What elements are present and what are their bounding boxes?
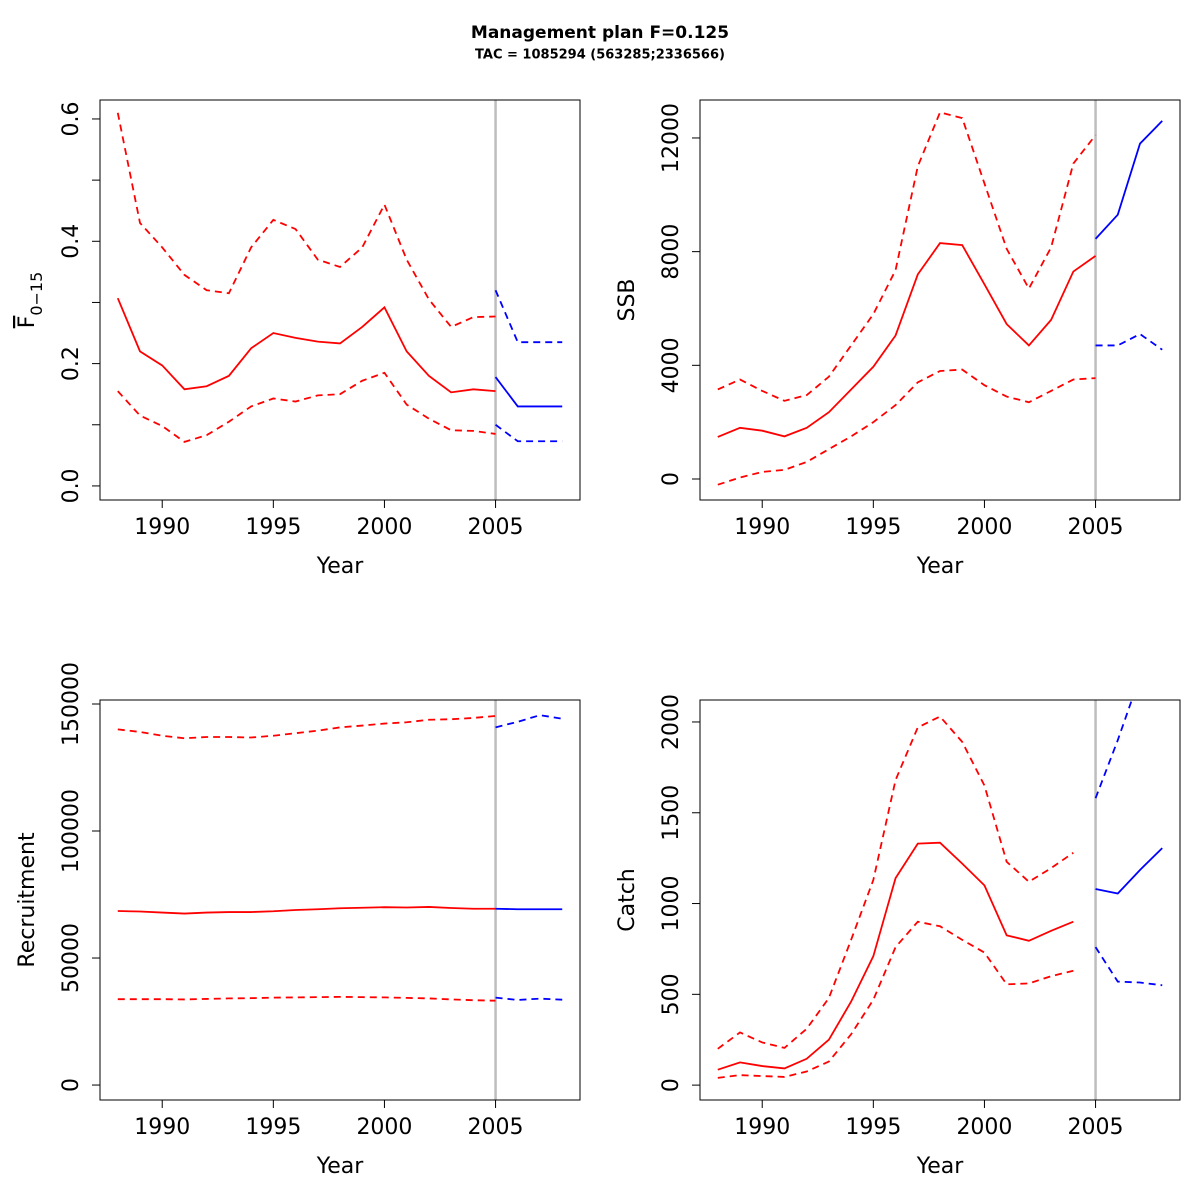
x-axis-label: Year [916,554,965,579]
x-tick-label: 1995 [245,515,301,540]
y-axis-label-main: F [15,316,40,329]
panel: 1990 1995 2000 2005 0.0 0.2 0.4 0.6 Year F0−15 [15,99,581,579]
series-line [717,841,1074,1071]
panel: 1990 1995 2000 2005 0 50000 100000 150000 Year Re… [15,662,581,1179]
x-tick-label: 2005 [1068,515,1124,540]
y-tick-label: 0 [59,1078,84,1092]
series-line [717,242,1097,438]
x-tick-label: 1995 [845,515,901,540]
x-tick-label: 1990 [134,1115,190,1140]
x-tick-label: 1995 [245,1115,301,1140]
x-axis-label: Year [316,1154,365,1179]
figure-title: Management plan F=0.125 [471,23,729,43]
x-axis-label: Year [916,1154,965,1179]
plot-frame [99,699,581,1101]
y-tick-label: 150000 [59,662,84,746]
x-tick-label: 1995 [845,1115,901,1140]
y-axis-label: Recruitment [15,832,40,968]
y-tick-label: 12000 [659,103,684,173]
series-line [117,995,496,1002]
series-line [116,112,496,329]
series-line [1095,847,1163,895]
series-line [717,111,1097,402]
x-tick-label: 2000 [956,515,1012,540]
x-tick-label: 2000 [956,1115,1012,1140]
plot-frame [699,699,1181,1101]
series-line [117,371,496,443]
y-axis-label: F0−15 [15,272,46,329]
y-tick-label: 0.2 [59,346,84,381]
panel: 1990 1995 2000 2005 0 4000 8000 12000 Year SSB [615,99,1181,579]
panel: 1990 1995 2000 2005 0 500 1000 1500 2000 Year Catc… [615,694,1181,1179]
plot-frame [99,99,581,501]
y-tick-label: 500 [659,973,684,1015]
series-line [494,289,563,344]
y-tick-label: 1000 [659,876,684,932]
plot-frame [699,99,1181,501]
series-line [117,906,496,915]
series-line [495,424,563,443]
series-line [116,297,496,394]
y-tick-label: 4000 [659,337,684,393]
series-line [717,368,1096,486]
x-axis-label: Year [316,554,365,579]
series-line [1094,120,1163,240]
series-line [117,715,496,740]
series-line [1094,946,1163,987]
y-axis-label-main: Catch [615,868,640,932]
y-tick-label: 1500 [659,785,684,841]
y-tick-label: 100000 [59,789,84,873]
y-tick-label: 0.4 [59,224,84,259]
y-tick-label: 50000 [59,923,84,993]
series-line [717,715,1074,1050]
y-axis-label-main: Recruitment [15,832,40,968]
y-tick-label: 8000 [659,224,684,280]
y-axis-label: SSB [615,278,640,321]
series-line [494,376,563,408]
y-axis-label: Catch [615,868,640,932]
series-line [717,920,1074,1079]
series-line [495,907,563,911]
y-axis-label-sub: 0−15 [27,272,46,316]
x-tick-label: 2005 [468,1115,524,1140]
y-tick-label: 2000 [659,694,684,750]
y-axis-label-main: SSB [615,278,640,321]
x-tick-label: 2000 [356,515,412,540]
x-tick-label: 1990 [734,1115,790,1140]
y-tick-label: 0 [659,472,684,486]
x-tick-label: 2005 [468,515,524,540]
y-tick-label: 0.6 [59,101,84,136]
x-tick-label: 1990 [134,515,190,540]
y-tick-label: 0 [659,1078,684,1092]
x-tick-label: 1990 [734,515,790,540]
series-line [1095,333,1163,351]
figure-subtitle: TAC = 1085294 (563285;2336566) [475,48,725,63]
x-tick-label: 2000 [356,1115,412,1140]
x-tick-label: 2005 [1068,1115,1124,1140]
y-tick-label: 0.0 [59,468,84,503]
